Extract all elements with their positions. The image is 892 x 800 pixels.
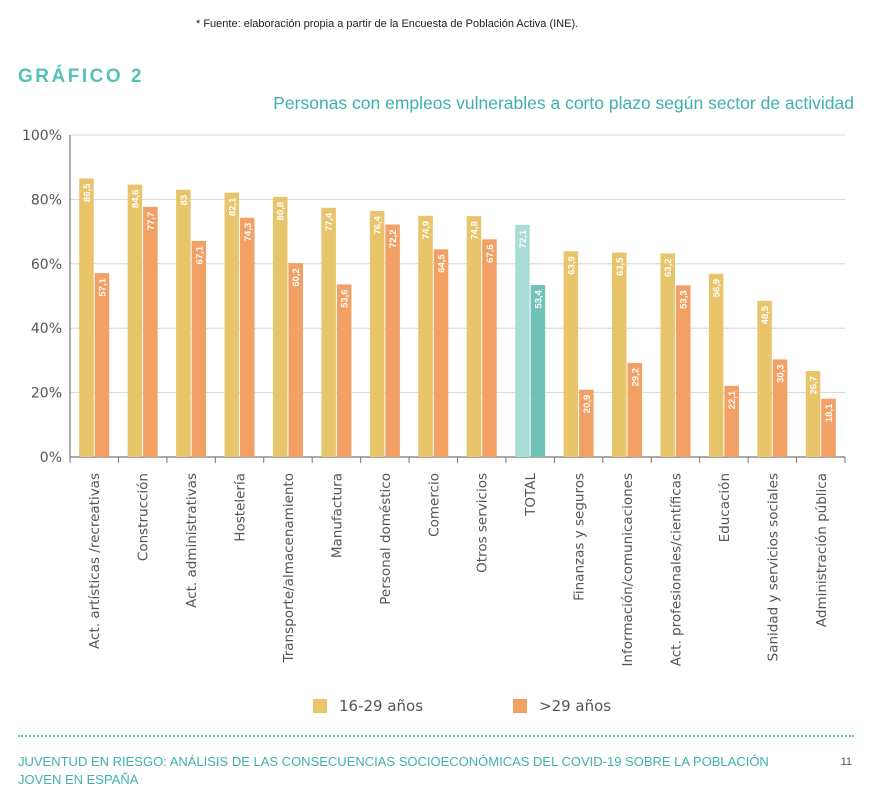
data-label: 53,6	[340, 289, 351, 308]
bar	[418, 215, 433, 457]
y-tick-label: 40%	[31, 321, 62, 337]
bar	[272, 196, 288, 457]
bar	[612, 252, 627, 457]
bar	[385, 224, 400, 457]
chart-title: Personas con empleos vulnerables a corto…	[273, 93, 854, 113]
data-label: 64,5	[437, 254, 448, 273]
data-label: 77,4	[324, 212, 335, 231]
bar	[724, 385, 739, 457]
data-label: 80,8	[276, 202, 287, 221]
data-label: 76,4	[373, 215, 384, 234]
bar	[79, 178, 94, 457]
data-label: 18,1	[824, 403, 835, 422]
data-label: 30,3	[776, 364, 787, 383]
data-label: 74,8	[469, 221, 480, 240]
bar	[288, 263, 303, 457]
data-label: 48,5	[760, 305, 771, 324]
data-label: 63,5	[615, 257, 626, 276]
data-label: 74,9	[421, 221, 432, 240]
data-label: 86,5	[82, 183, 93, 202]
bar	[757, 300, 772, 457]
bar	[336, 284, 352, 457]
x-tick-label: Sanidad y servicios sociales	[765, 473, 781, 661]
legend-swatch	[313, 699, 327, 713]
data-label: 20,9	[582, 395, 593, 414]
data-label: 53,4	[533, 289, 544, 308]
x-tick-label: Transporte/almacenamiento	[281, 473, 297, 664]
x-tick-label: Act. administrativas	[184, 473, 200, 608]
bar	[530, 285, 546, 457]
data-label: 74,3	[243, 223, 254, 242]
data-label: 77,7	[146, 212, 157, 231]
bar	[224, 192, 240, 457]
x-tick-label: Hostelería	[233, 473, 249, 542]
legend-label: 16-29 años	[339, 697, 423, 715]
data-label: 67,6	[485, 244, 496, 263]
bar	[369, 210, 385, 457]
bar	[94, 273, 110, 457]
bar	[482, 239, 497, 457]
x-tick-label: Otros servicios	[475, 473, 491, 573]
legend-label: >29 años	[539, 697, 611, 715]
bar	[772, 359, 788, 457]
bar	[176, 189, 191, 458]
bar	[627, 362, 643, 457]
bar	[805, 371, 821, 457]
data-label: 63,2	[663, 258, 674, 277]
data-label: 26,7	[809, 376, 820, 395]
data-label: 60,2	[291, 268, 302, 287]
data-label: 22,1	[727, 390, 738, 409]
data-label: 83	[179, 195, 190, 206]
bar	[191, 240, 207, 457]
data-label: 72,1	[518, 229, 529, 248]
y-tick-label: 80%	[31, 192, 62, 208]
x-tick-label: Act. artísticas /recreativas	[87, 473, 103, 649]
x-tick-label: Manufactura	[329, 473, 345, 558]
bar	[321, 207, 336, 457]
bar-chart: 0% 20% 40% 60% 80% 100% 86,5 57,1 Act. artística…	[22, 128, 846, 715]
footer-text: JUVENTUD EN RIESGO: ANÁLISIS DE LAS CONS…	[18, 754, 769, 787]
x-tick-label: Construcción	[136, 473, 152, 561]
x-tick-label: Personal doméstico	[378, 473, 394, 605]
x-tick-label: Act. profesionales/científicas	[668, 473, 684, 666]
data-label: 29,2	[630, 368, 641, 387]
data-label: 72,2	[388, 230, 399, 249]
legend-swatch	[513, 699, 527, 713]
bar	[563, 251, 579, 457]
x-tick-label: TOTAL	[523, 473, 539, 517]
x-tick-label: Comercio	[426, 473, 442, 537]
bar	[579, 389, 594, 457]
bar	[821, 398, 836, 457]
data-label: 57,1	[97, 277, 108, 296]
x-tick-label: Información/comunicaciones	[620, 473, 636, 667]
data-label: 63,9	[566, 256, 577, 275]
y-tick-label: 0%	[40, 450, 62, 466]
y-tick-label: 60%	[31, 257, 62, 273]
x-tick-label: Educación	[717, 473, 733, 542]
bar	[660, 253, 675, 457]
data-label: 56,9	[712, 279, 723, 298]
footer-divider	[18, 735, 854, 737]
figure-label: GRÁFICO 2	[18, 66, 144, 87]
x-tick-label: Administración pública	[814, 473, 830, 627]
bar	[127, 184, 143, 457]
bar	[708, 273, 724, 457]
bar	[675, 285, 691, 457]
data-label: 82,1	[227, 197, 238, 216]
bar	[143, 206, 158, 457]
bar	[433, 249, 449, 457]
data-label: 53,3	[679, 290, 690, 309]
bar	[515, 224, 530, 457]
source-note: * Fuente: elaboración propia a partir de…	[196, 18, 579, 30]
data-label: 84,6	[130, 190, 141, 209]
y-tick-label: 100%	[22, 128, 62, 144]
bar	[240, 217, 255, 457]
y-tick-label: 20%	[31, 386, 62, 402]
data-label: 67,1	[194, 245, 205, 264]
bar	[466, 216, 482, 457]
x-tick-label: Finanzas y seguros	[572, 473, 588, 601]
page-number: 11	[840, 756, 852, 768]
